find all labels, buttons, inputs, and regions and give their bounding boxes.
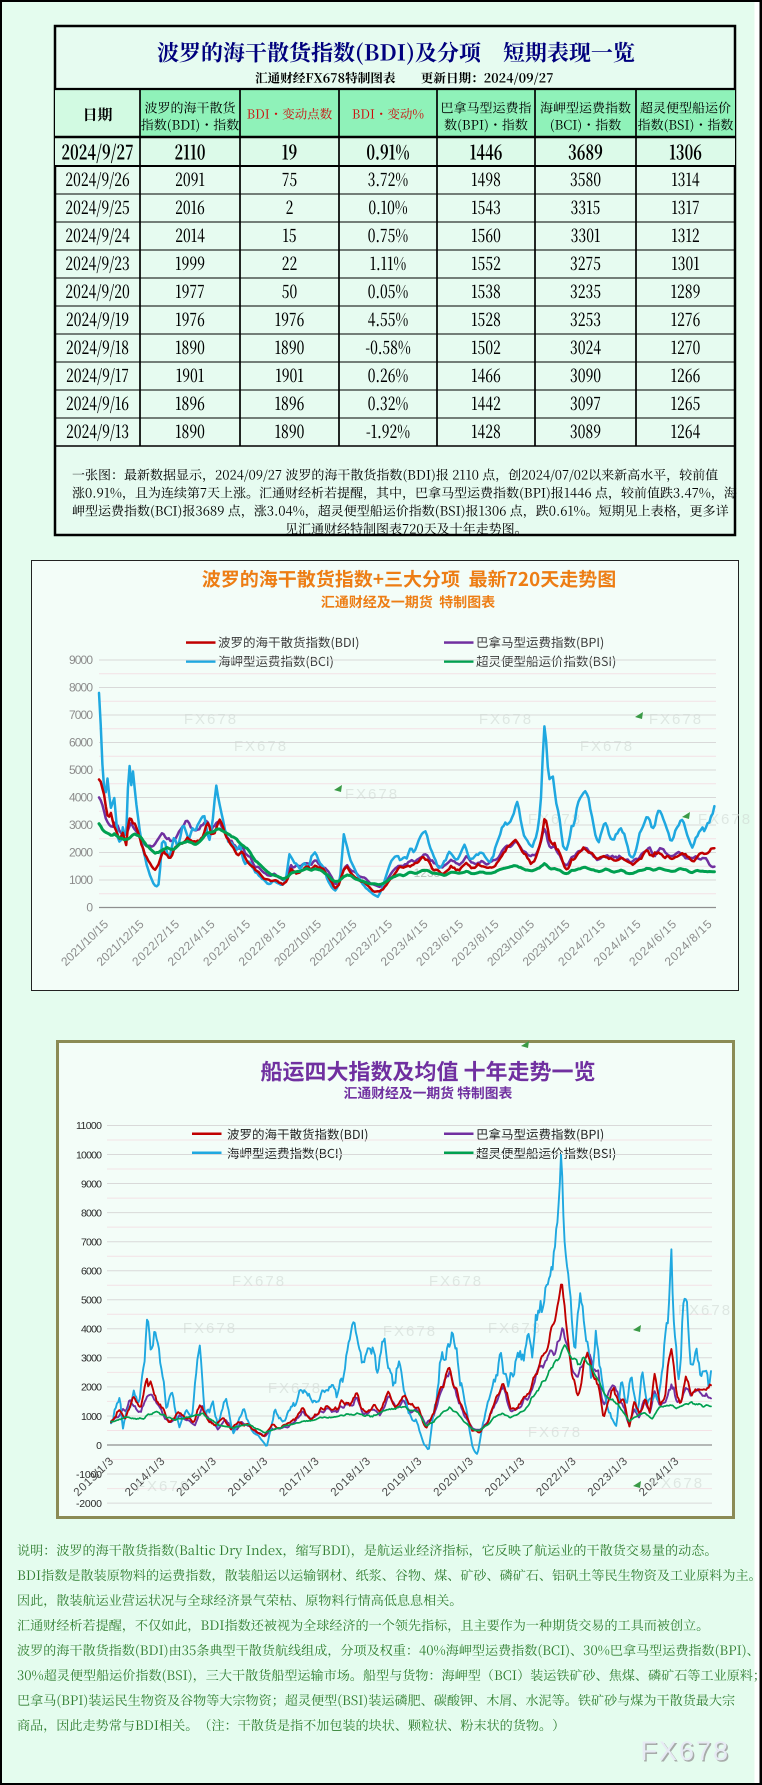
svg-text:0: 0 xyxy=(86,901,93,915)
svg-text:3000: 3000 xyxy=(81,1353,102,1365)
svg-text:FX678: FX678 xyxy=(383,1323,437,1340)
svg-text:2000: 2000 xyxy=(81,1382,102,1394)
svg-text:6000: 6000 xyxy=(69,736,93,750)
svg-text:FX678: FX678 xyxy=(642,1738,732,1768)
svg-text:FX678: FX678 xyxy=(183,1320,237,1337)
svg-text:FX678: FX678 xyxy=(479,711,533,728)
svg-text:FX678: FX678 xyxy=(678,1302,732,1319)
svg-text:FX678: FX678 xyxy=(232,1273,286,1290)
svg-text:1000: 1000 xyxy=(81,1411,102,1423)
svg-text:FX678: FX678 xyxy=(649,711,703,728)
svg-text:FX678: FX678 xyxy=(640,1736,730,1766)
svg-text:8000: 8000 xyxy=(81,1207,102,1219)
svg-text:8000: 8000 xyxy=(69,681,93,695)
svg-text:FX678: FX678 xyxy=(429,1273,483,1290)
svg-text:FX678: FX678 xyxy=(580,738,634,755)
svg-text:FX678: FX678 xyxy=(268,1380,322,1397)
svg-text:5000: 5000 xyxy=(81,1295,102,1307)
svg-text:FX678: FX678 xyxy=(528,811,582,828)
svg-text:0: 0 xyxy=(96,1440,102,1452)
svg-text:FX678: FX678 xyxy=(136,1478,190,1495)
svg-text:3000: 3000 xyxy=(69,818,93,832)
svg-text:9000: 9000 xyxy=(81,1178,102,1190)
svg-text:-1000: -1000 xyxy=(76,1469,102,1481)
svg-text:5000: 5000 xyxy=(69,763,93,777)
svg-text:FX678: FX678 xyxy=(234,738,288,755)
svg-text:4000: 4000 xyxy=(69,791,93,805)
svg-text:11000: 11000 xyxy=(76,1120,102,1132)
svg-text:4000: 4000 xyxy=(81,1324,102,1336)
svg-text:FX678: FX678 xyxy=(345,786,399,803)
svg-text:FX678: FX678 xyxy=(184,711,238,728)
svg-text:1000: 1000 xyxy=(69,873,93,887)
svg-text:FX678: FX678 xyxy=(650,1475,704,1492)
svg-text:6000: 6000 xyxy=(81,1266,102,1278)
svg-text:FX678: FX678 xyxy=(528,1424,582,1441)
svg-text:FX678: FX678 xyxy=(488,1320,542,1337)
svg-text:2000: 2000 xyxy=(69,846,93,860)
svg-text:-2000: -2000 xyxy=(76,1498,102,1510)
svg-text:7000: 7000 xyxy=(81,1237,102,1249)
svg-text:9000: 9000 xyxy=(69,653,93,667)
svg-text:7000: 7000 xyxy=(69,708,93,722)
svg-text:10000: 10000 xyxy=(76,1149,102,1161)
